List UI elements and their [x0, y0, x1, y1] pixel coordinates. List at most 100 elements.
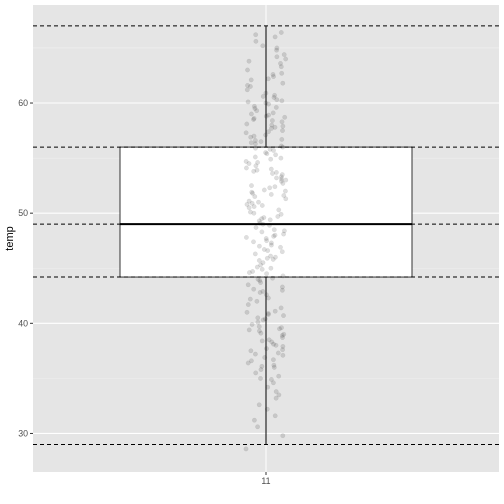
data-point [270, 110, 276, 116]
data-point [272, 308, 278, 314]
data-point [263, 100, 269, 106]
data-point [280, 347, 285, 353]
data-point [278, 174, 284, 180]
data-point [246, 270, 252, 275]
data-point [280, 123, 286, 129]
data-point [276, 373, 282, 379]
data-point [272, 92, 277, 98]
data-point [245, 99, 251, 105]
data-point [271, 147, 276, 153]
x-tick-label: 11 [261, 476, 270, 486]
data-point [274, 97, 280, 103]
data-point [256, 199, 261, 205]
data-point [258, 139, 264, 145]
data-point [280, 343, 286, 349]
data-point [255, 276, 261, 282]
data-point [248, 111, 254, 117]
data-point [254, 108, 260, 114]
data-point [259, 229, 265, 235]
data-point [247, 296, 253, 302]
data-point [279, 98, 285, 104]
data-point [245, 282, 251, 288]
data-point [244, 87, 250, 93]
data-point [256, 258, 262, 263]
y-tick-label: 60 [18, 98, 28, 108]
data-point [282, 114, 288, 120]
data-point [265, 76, 271, 82]
data-point [260, 94, 266, 99]
data-point [263, 292, 269, 298]
data-point [275, 350, 281, 356]
data-point [274, 45, 280, 51]
data-point [281, 231, 286, 237]
data-point [278, 178, 284, 184]
data-point [279, 176, 284, 182]
data-point [265, 248, 271, 254]
data-point [278, 155, 284, 161]
data-point [274, 54, 280, 60]
data-point [264, 238, 269, 244]
data-point [251, 103, 257, 109]
data-point [270, 380, 276, 386]
data-point [279, 119, 285, 125]
data-point [270, 357, 276, 363]
data-point [263, 113, 269, 119]
data-point [268, 166, 274, 172]
data-point [274, 47, 279, 53]
data-point [271, 233, 276, 239]
data-point [279, 325, 284, 331]
data-point [279, 70, 285, 76]
data-point [283, 196, 289, 202]
data-point [263, 150, 268, 156]
data-point [251, 204, 257, 210]
data-point [268, 156, 274, 162]
data-point [250, 190, 256, 196]
data-point [279, 332, 285, 338]
data-point [243, 446, 249, 452]
data-point [244, 309, 250, 315]
data-point [256, 402, 262, 408]
data-point [283, 177, 289, 183]
data-point [259, 363, 265, 369]
data-point [248, 348, 254, 354]
data-point [246, 161, 252, 167]
data-point [246, 58, 252, 64]
y-tick-label: 40 [18, 318, 28, 328]
data-point [279, 249, 285, 255]
data-point [252, 141, 258, 147]
data-point [279, 172, 285, 178]
data-point [273, 152, 278, 158]
data-point [280, 352, 286, 358]
data-point [253, 225, 259, 230]
data-point [268, 242, 274, 248]
data-point [272, 232, 278, 238]
data-point [268, 265, 274, 271]
data-point [256, 218, 262, 224]
data-point [269, 125, 274, 131]
data-point [247, 84, 253, 89]
data-point [251, 210, 257, 216]
data-point [264, 406, 270, 412]
data-point [261, 215, 267, 221]
data-point [271, 227, 277, 233]
data-point [260, 260, 266, 266]
data-point [252, 251, 258, 257]
data-point [268, 377, 274, 382]
data-point [277, 326, 282, 332]
data-point [265, 312, 271, 317]
data-point [269, 118, 275, 124]
data-point [253, 145, 258, 151]
data-point [273, 389, 279, 394]
data-point [267, 185, 273, 191]
data-point [267, 146, 273, 152]
data-point [251, 168, 257, 174]
data-point [279, 136, 285, 142]
data-point [266, 129, 271, 135]
data-point [245, 67, 250, 73]
data-point [257, 277, 263, 283]
data-point [251, 417, 257, 423]
data-point [264, 271, 269, 277]
data-point [243, 158, 249, 164]
data-point [253, 32, 259, 38]
